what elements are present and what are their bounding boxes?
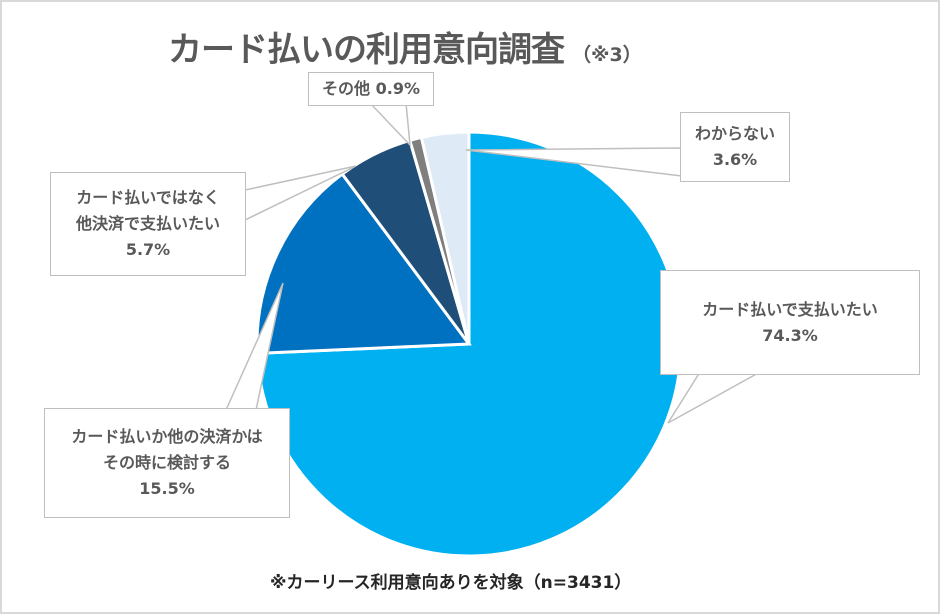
- label-text: その他: [322, 79, 371, 98]
- leader-other: [368, 102, 411, 148]
- label-text-2: その時に検討する: [102, 453, 231, 472]
- leader-lines: [224, 102, 763, 424]
- pie-slices: [255, 130, 683, 558]
- label-value: 3.6%: [712, 150, 758, 169]
- label-text: わからない: [694, 124, 775, 143]
- label-value: 74.3%: [762, 325, 818, 345]
- label-value: 0.9%: [375, 79, 420, 98]
- label-other-payment: カード払いではなく 他決済で支払いたい 5.7%: [50, 172, 246, 276]
- label-text: カード払いか他の決済かは: [71, 427, 263, 446]
- slice-consider: [255, 171, 472, 355]
- label-other: その他 0.9%: [308, 72, 434, 106]
- chart-title-main: カード払いの利用意向調査: [168, 30, 565, 70]
- label-consider: カード払いか他の決済かは その時に検討する 15.5%: [44, 408, 290, 518]
- label-value: 15.5%: [139, 479, 195, 498]
- chart-title: カード払いの利用意向調査 （※3）: [168, 22, 642, 71]
- chart-title-note: （※3）: [572, 44, 642, 66]
- leader-card: [667, 371, 763, 424]
- label-text-2: 他決済で支払いたい: [75, 214, 220, 233]
- label-text: カード払いではなく: [76, 188, 220, 207]
- chart-footnote: ※カーリース利用意向ありを対象（n=3431）: [270, 573, 632, 593]
- label-card-payment: カード払いで支払いたい 74.3%: [660, 270, 920, 375]
- slice-unknown: [419, 130, 471, 345]
- label-unknown: わからない 3.6%: [680, 112, 790, 182]
- label-text: カード払いで支払いたい: [702, 299, 878, 319]
- label-value: 5.7%: [125, 240, 171, 259]
